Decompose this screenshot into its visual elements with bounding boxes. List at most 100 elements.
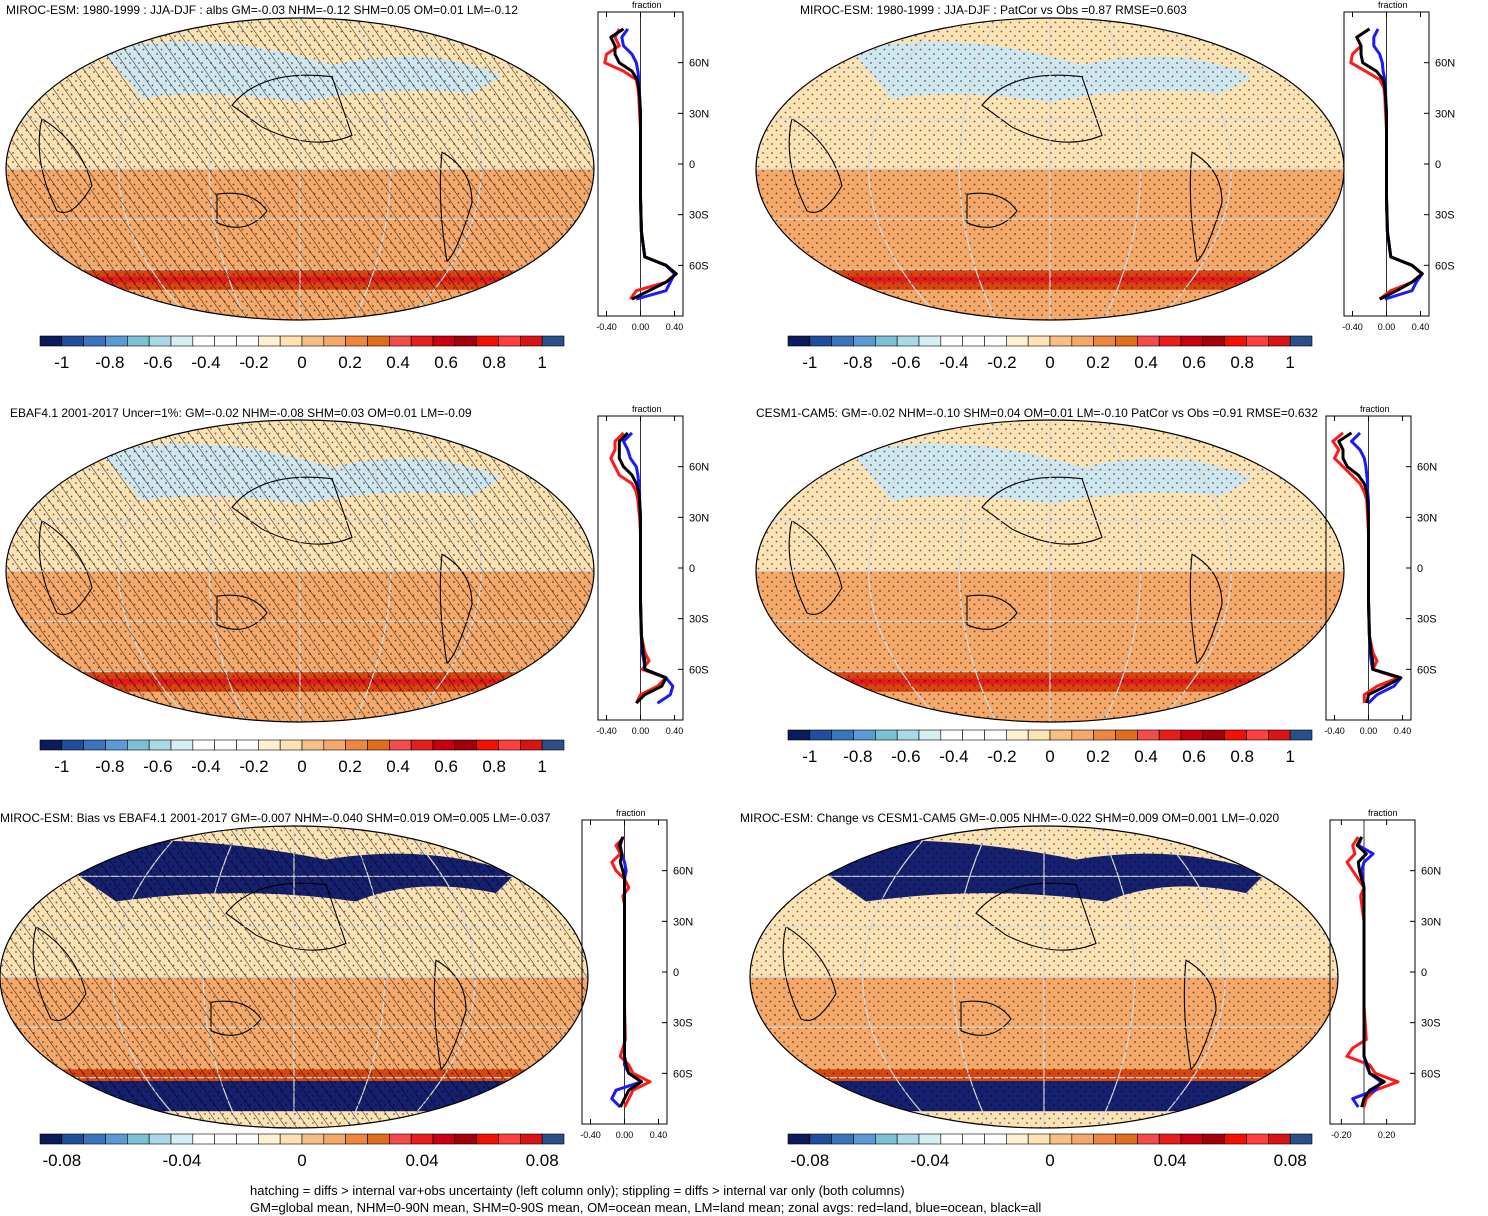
colorbar-swatch — [1246, 729, 1269, 741]
colorbar-swatch — [787, 1133, 811, 1145]
colorbar-swatch — [1137, 729, 1160, 741]
colorbar-label: -0.4 — [939, 353, 968, 372]
colorbar-swatch — [367, 739, 390, 751]
panel-title: MIROC-ESM: 1980-1999 : JJA-DJF : PatCor … — [800, 3, 1187, 17]
zonal-x-title: fraction — [1360, 404, 1390, 414]
colorbar-swatch — [476, 335, 499, 347]
colorbar-swatch — [984, 729, 1007, 741]
colorbar-label: 0.4 — [386, 757, 410, 776]
colorbar-label: 0 — [297, 1151, 306, 1170]
colorbar-label: -0.4 — [191, 353, 220, 372]
colorbar-swatch — [498, 335, 521, 347]
colorbar: -1 -0.8 -0.6 -0.4 -0.2 0 0.2 0.4 0.6 0.8 1 — [39, 739, 565, 776]
colorbar-swatch — [809, 335, 832, 347]
colorbar-swatch — [301, 739, 325, 751]
colorbar-swatch — [1049, 335, 1073, 347]
colorbar-swatch — [61, 335, 84, 347]
colorbar-label: -0.4 — [939, 747, 968, 766]
zonal-x-tick-label: -0.40 — [596, 726, 617, 736]
zonal-series-all — [1355, 27, 1424, 301]
colorbar-swatch — [1115, 729, 1138, 741]
colorbar-swatch — [236, 739, 259, 751]
colorbar-label: 0.2 — [1086, 747, 1110, 766]
zonal-y-tick-label: 30S — [1421, 1018, 1441, 1030]
colorbar-swatch — [940, 729, 963, 741]
zonal-y-tick-label: 30S — [673, 1018, 693, 1030]
colorbar-label: -1 — [802, 747, 817, 766]
colorbar-swatch — [127, 1133, 150, 1145]
colorbar-swatch — [1027, 1133, 1051, 1145]
colorbar-label: -0.2 — [987, 353, 1016, 372]
colorbar-label: -0.6 — [143, 757, 172, 776]
zonal-mean-plot: -0.40 0.00 0.40 60N 30N 0 30S 60S — [1324, 415, 1437, 736]
colorbar-swatch — [1158, 335, 1182, 347]
colorbar-swatch — [476, 739, 499, 751]
colorbar-swatch — [1158, 729, 1182, 741]
colorbar-label: 1 — [1285, 353, 1294, 372]
colorbar-label: -1 — [54, 757, 69, 776]
colorbar-swatch — [454, 335, 477, 347]
zonal-x-title: fraction — [1378, 0, 1408, 10]
colorbar-swatch — [1093, 729, 1116, 741]
map — [0, 825, 589, 1129]
colorbar-swatch — [962, 729, 985, 741]
colorbar-swatch — [389, 335, 412, 347]
panel-title: MIROC-ESM: Change vs CESM1-CAM5 GM=-0.00… — [740, 811, 1280, 825]
zonal-series-land — [1345, 836, 1400, 1108]
colorbar-label: 0.8 — [482, 757, 506, 776]
colorbar-swatch — [39, 335, 63, 347]
zonal-x-tick-label: -0.40 — [1342, 322, 1363, 332]
zonal-x-tick-label: 0.00 — [632, 726, 650, 736]
colorbar-swatch — [1224, 1133, 1247, 1145]
colorbar-swatch — [1180, 1133, 1204, 1145]
map-border — [755, 419, 1345, 723]
zonal-x-tick-label: 0.20 — [1378, 1130, 1396, 1140]
colorbar-swatch — [454, 739, 477, 751]
colorbar-swatch — [896, 1133, 920, 1145]
colorbar-swatch — [1093, 1133, 1116, 1145]
colorbar-swatch — [831, 729, 854, 741]
colorbar-swatch — [520, 335, 543, 347]
colorbar-label: 0.6 — [1182, 353, 1206, 372]
zonal-y-tick-label: 30S — [1417, 614, 1437, 626]
zonal-x-tick-label: 0.40 — [1394, 726, 1412, 736]
colorbar-swatch — [831, 335, 854, 347]
colorbar-swatch — [875, 1133, 898, 1145]
colorbar-swatch — [192, 335, 215, 347]
panel-title: CESM1-CAM5: GM=-0.02 NHM=-0.10 SHM=0.04 … — [756, 406, 1318, 420]
colorbar-swatch — [236, 335, 259, 347]
colorbar-label: 0.8 — [1230, 353, 1254, 372]
colorbar-swatch — [1202, 729, 1225, 741]
colorbar-swatch — [1224, 729, 1247, 741]
colorbar-label: -0.2 — [239, 757, 268, 776]
colorbar-swatch — [432, 335, 456, 347]
zonal-y-tick-label: 60N — [689, 58, 709, 70]
colorbar-swatch — [1268, 1133, 1291, 1145]
colorbar-swatch — [541, 1133, 565, 1145]
colorbar-swatch — [1246, 1133, 1269, 1145]
colorbar-swatch — [1268, 335, 1291, 347]
colorbar-label: 0.08 — [1274, 1151, 1307, 1170]
colorbar-swatch — [918, 335, 942, 347]
colorbar-swatch — [279, 335, 303, 347]
colorbar-swatch — [410, 335, 434, 347]
colorbar-swatch — [831, 1133, 854, 1145]
stippling-overlay — [756, 18, 1344, 320]
colorbar-label: 0.6 — [434, 353, 458, 372]
colorbar-label: -0.2 — [987, 747, 1016, 766]
map-field — [750, 826, 1338, 1128]
colorbar-swatch — [127, 739, 150, 751]
map-border — [5, 17, 595, 321]
stippling-overlay — [756, 420, 1344, 722]
colorbar-swatch — [809, 729, 832, 741]
colorbar: -0.08 -0.04 0 0.04 0.08 — [39, 1133, 565, 1170]
colorbar-swatch — [520, 1133, 543, 1145]
colorbar-label: 0 — [297, 353, 306, 372]
zonal-y-tick-label: 60N — [689, 462, 709, 474]
colorbar-swatch — [1049, 1133, 1073, 1145]
colorbar-swatch — [432, 739, 456, 751]
colorbar-swatch — [1071, 335, 1094, 347]
colorbar-swatch — [389, 1133, 412, 1145]
colorbar-label: -0.08 — [790, 1151, 829, 1170]
zonal-x-tick-label: 0.00 — [632, 322, 650, 332]
